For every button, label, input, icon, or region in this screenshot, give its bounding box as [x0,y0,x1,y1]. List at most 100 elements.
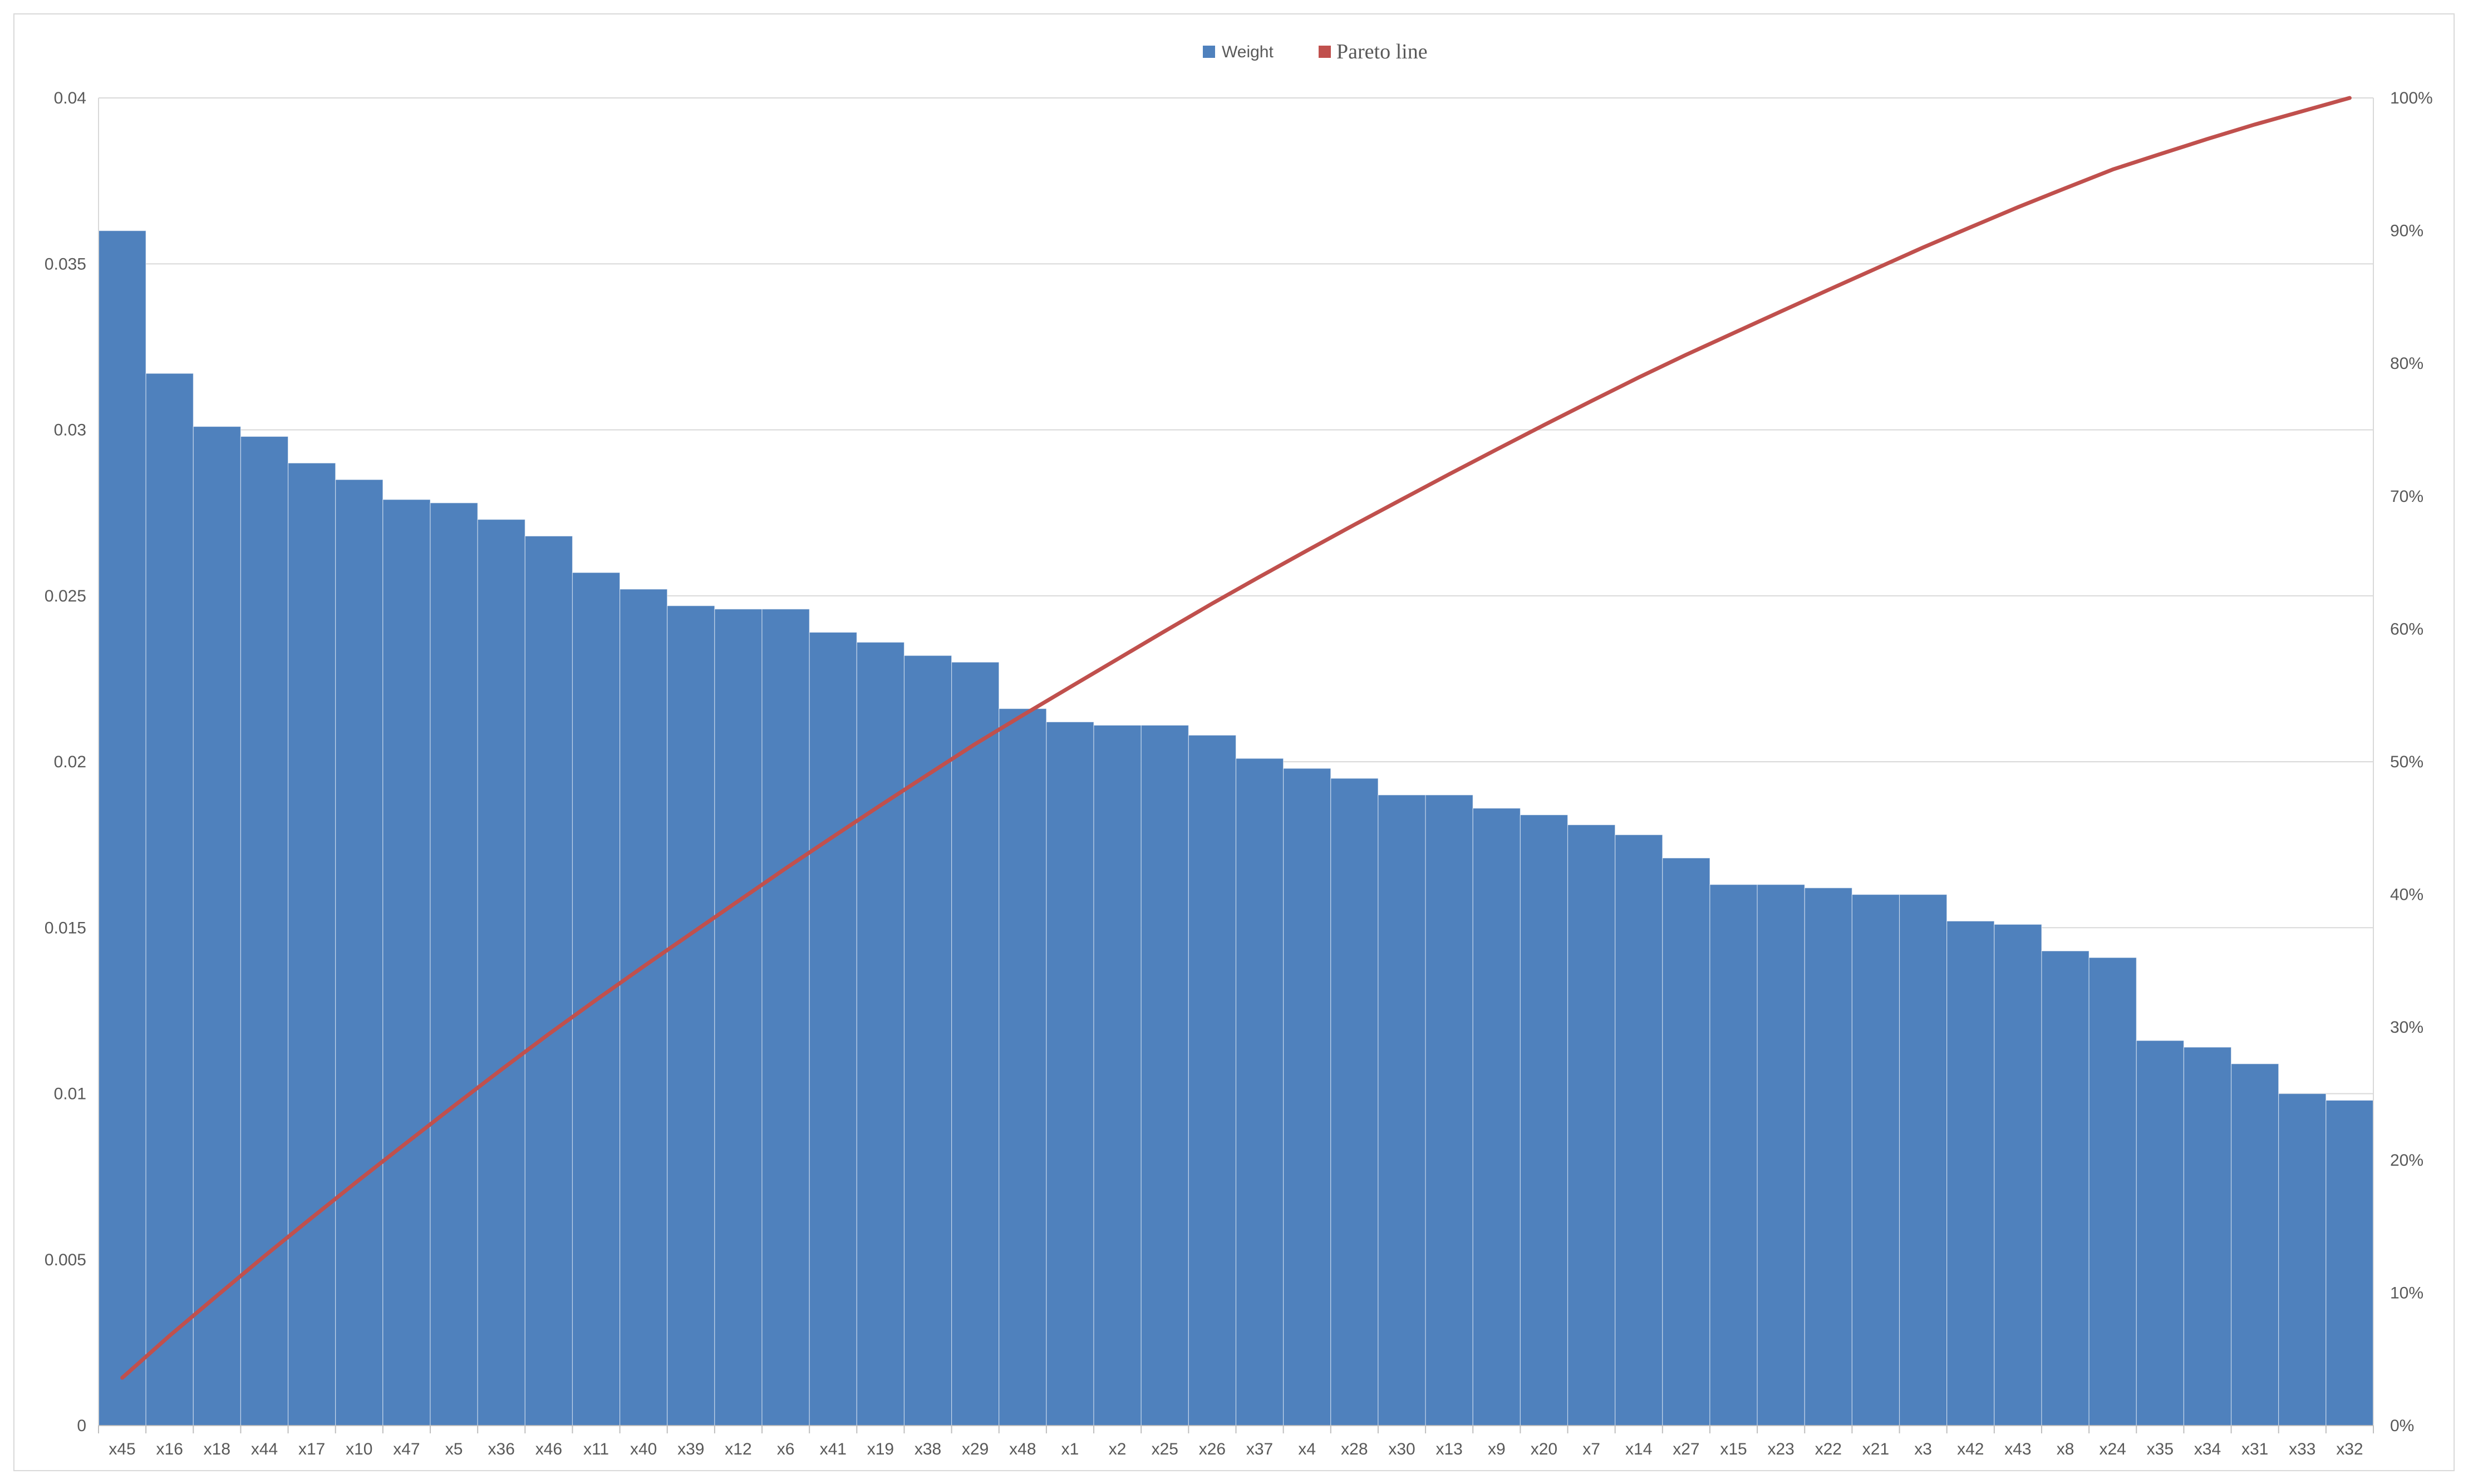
bar-x29 [951,662,1000,1426]
x-tick-label: x28 [1341,1440,1368,1458]
y-tick-label: 0.03 [54,421,86,440]
bar-x43 [1994,924,2042,1426]
x-tick-label: x47 [393,1440,420,1458]
x-tick-label: x29 [962,1440,989,1458]
x-tick-label: x2 [1109,1440,1127,1458]
bar-x40 [620,589,668,1426]
x-tick-label: x40 [630,1440,657,1458]
bar-x1 [1046,721,1094,1426]
x-tick-label: x8 [2057,1440,2074,1458]
bar-x36 [477,519,525,1426]
x-tick-label: x3 [1914,1440,1932,1458]
y2-tick-label: 10% [2390,1284,2423,1302]
bar-x12 [714,609,763,1426]
x-tick-label: x23 [1767,1440,1794,1458]
y-axis-left-labels: 0 0.005 0.01 0.015 0.02 0.025 0.03 0.035 0.04 [45,89,86,1435]
x-tick-label: x7 [1582,1440,1600,1458]
y2-tick-label: 80% [2390,354,2423,373]
bar-x25 [1140,724,1189,1426]
x-tick-label: x11 [583,1440,609,1458]
x-tick-label: x46 [535,1440,562,1458]
bar-x9 [1472,807,1521,1426]
x-tick-label: x48 [1009,1440,1036,1458]
y2-tick-label: 100% [2390,89,2433,107]
legend-pareto-label: Pareto line [1336,40,1428,63]
y2-tick-label: 70% [2390,487,2423,506]
bar-x38 [903,655,952,1426]
x-tick-label: x6 [777,1440,795,1458]
bar-x22 [1804,888,1852,1426]
y-tick-label: 0.005 [45,1251,86,1269]
x-tick-label: x22 [1815,1440,1842,1458]
x-tick-label: x21 [1862,1440,1889,1458]
x-tick-label: x10 [346,1440,372,1458]
bar-x28 [1330,778,1379,1426]
x-tick-label: x43 [2004,1440,2031,1458]
y-tick-label: 0.035 [45,255,86,273]
y2-tick-label: 40% [2390,886,2423,904]
bar-x17 [287,462,336,1426]
bar-x15 [1709,884,1758,1426]
x-tick-label: x33 [2289,1440,2315,1458]
bar-x24 [2088,957,2137,1426]
bar-x34 [2183,1047,2232,1426]
x-tick-label: x25 [1152,1440,1178,1458]
bar-x8 [2041,950,2090,1426]
bar-x31 [2230,1063,2279,1426]
x-tick-label: x31 [2241,1440,2268,1458]
x-tick-label: x45 [109,1440,135,1458]
y-tick-label: 0.015 [45,919,86,937]
legend-pareto-swatch [1319,46,1331,58]
y2-tick-label: 50% [2390,753,2423,771]
x-tick-label: x18 [204,1440,230,1458]
x-tick-label: x42 [1957,1440,1984,1458]
x-axis-labels: x45 x16 x18 x44 x17 x10 x47 x5 x36 x46 x11 x40 x39 x1… [109,1440,2363,1458]
bar-x45 [98,230,146,1426]
y-tick-label: 0.01 [54,1085,86,1103]
y-tick-label: 0.025 [45,587,86,605]
pareto-line-group [120,96,2352,1380]
x-tick-label: x41 [820,1440,847,1458]
bar-x37 [1235,758,1284,1426]
x-tick-label: x26 [1199,1440,1226,1458]
bar-x23 [1757,884,1805,1426]
legend: Weight Pareto line [1203,40,1428,63]
x-tick-label: x24 [2100,1440,2126,1458]
axes-group [98,98,2374,1433]
bar-x41 [809,632,857,1426]
x-tick-label: x15 [1720,1440,1747,1458]
y2-tick-label: 60% [2390,620,2423,638]
bar-x3 [1899,894,1948,1426]
y2-tick-label: 90% [2390,222,2423,240]
bar-x7 [1567,824,1616,1426]
legend-weight-swatch [1203,46,1215,58]
bar-x14 [1615,834,1663,1426]
y-axis-right-labels: 0% 10% 20% 30% 40% 50% 60% 70% 80% 90% 100% [2390,89,2433,1435]
bar-x21 [1851,894,1900,1426]
pareto-line [120,96,2352,1380]
x-tick-label: x14 [1625,1440,1652,1458]
x-tick-label: x17 [298,1440,325,1458]
y2-tick-label: 0% [2390,1417,2414,1435]
x-tick-label: x38 [915,1440,941,1458]
x-tick-label: x19 [867,1440,894,1458]
x-tick-label: x27 [1673,1440,1699,1458]
bar-x20 [1520,814,1569,1426]
bar-x2 [1093,724,1142,1426]
x-tick-label: x34 [2194,1440,2221,1458]
y-tick-label: 0.02 [54,753,86,771]
x-tick-label: x20 [1531,1440,1557,1458]
x-tick-label: x5 [445,1440,463,1458]
y-tick-label: 0 [77,1417,86,1435]
x-tick-label: x16 [156,1440,183,1458]
x-tick-label: x44 [251,1440,278,1458]
x-tick-label: x13 [1435,1440,1462,1458]
bar-x16 [145,373,194,1426]
bar-x26 [1188,734,1237,1426]
bar-x46 [524,535,573,1426]
bar-x27 [1662,857,1710,1426]
bar-x33 [2278,1093,2327,1426]
x-tick-label: x4 [1298,1440,1316,1458]
